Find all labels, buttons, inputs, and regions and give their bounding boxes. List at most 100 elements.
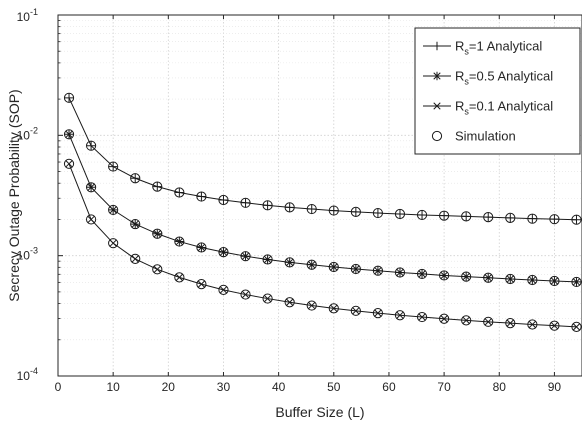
simulation-point [372,308,384,319]
simulation-point [218,284,229,295]
simulation-point [130,218,141,230]
series-2-point [64,130,74,139]
series-2-point [197,243,206,252]
series-3-point [263,294,272,303]
x-tick-label: 60 [382,380,396,394]
simulation-point [394,267,406,278]
simulation-point [174,272,185,283]
simulation-point [306,300,317,311]
series-3-point [109,239,117,247]
series-2-point [351,264,361,274]
simulation-point [63,92,75,103]
series-1-point [395,209,405,219]
simulation-point [196,279,207,290]
x-tick-label: 10 [106,380,120,394]
simulation-point [85,214,97,225]
simulation-point [416,209,428,221]
series-2-point [219,247,228,257]
series-1-point [108,162,118,171]
series-1-point [285,203,294,212]
legend-entry-2: Rs=0.5 Analytical [423,69,553,87]
legend-label-rest: =1 Analytical [469,39,542,54]
series-1-point [86,141,96,150]
simulation-point [284,202,295,213]
simulation-point [571,276,582,288]
simulation-point [461,211,472,222]
series-1-point [373,208,383,218]
legend-label: Rs=0.1 Analytical [455,99,553,117]
simulation-point [372,265,384,276]
simulation-point [483,212,494,223]
series-2-point [329,262,338,272]
simulation-point [416,311,428,323]
series-3-point [197,280,206,288]
series-2-point [263,255,272,264]
simulation-point [130,173,141,184]
series-1-point [175,188,184,197]
legend-entry-3: Rs=0.1 Analytical [423,99,553,117]
series-layer [63,92,582,332]
series-1-point [484,212,493,222]
simulation-point [306,259,317,270]
simulation-point [549,275,560,287]
series-2-point [550,276,559,286]
simulation-point [505,318,516,329]
simulation-point [505,212,516,223]
series-1-point [241,198,250,207]
simulation-point [262,200,273,211]
legend-entry-4: Simulation [431,129,516,144]
series-2-point [131,219,140,229]
simulation-point [394,208,406,220]
simulation-point [350,305,361,316]
simulation-point [262,293,273,304]
x-tick-label: 20 [162,380,176,394]
legend-box [414,27,581,155]
simulation-point [439,210,450,221]
series-1-point [439,211,449,220]
simulation-point [284,297,295,308]
simulation-point [549,320,560,331]
simulation-point [527,274,538,286]
series-3-point [219,286,228,294]
simulation-point [461,271,472,282]
simulation-point [152,181,163,192]
x-tick-label: 50 [327,380,341,394]
series-3-point [330,304,338,312]
series-2-point [439,271,449,280]
series-1-point [219,195,228,205]
simulation-point [63,129,75,140]
simulation-point [152,264,163,275]
simulation-point [527,319,538,330]
x-tick-label: 70 [437,380,451,394]
x-tick-label: 0 [55,380,62,394]
legend-subscript: s [464,77,469,87]
simulation-point [571,214,582,225]
y-axis-label: Secrecy Outage Probability (SOP) [6,89,22,301]
legend-marker [432,41,442,51]
legend-label-rest: =0.1 Analytical [469,99,553,114]
series-2-point [307,260,316,269]
simulation-point [130,253,141,265]
series-1-point [307,204,316,214]
legend-entry-1: Rs=1 Analytical [423,39,542,57]
simulation-point [174,187,185,198]
series-3-point [374,309,382,317]
x-axis-label: Buffer Size (L) [275,404,364,420]
simulation-point [483,272,494,283]
series-2-point [484,273,493,282]
simulation-point [218,247,229,258]
series-1-point [131,174,140,183]
x-tick-label: 90 [548,380,562,394]
series-3-point [286,298,294,306]
x-tick-label: 40 [272,380,286,394]
legend-marker [432,71,442,81]
series-3-point [175,273,183,282]
simulation-point [108,238,119,249]
series-2-point [572,277,581,287]
simulation-point [439,313,450,324]
series-2 [63,129,582,288]
legend-label: Simulation [455,129,516,144]
simulation-point [571,321,582,332]
simulation-point [350,206,361,218]
